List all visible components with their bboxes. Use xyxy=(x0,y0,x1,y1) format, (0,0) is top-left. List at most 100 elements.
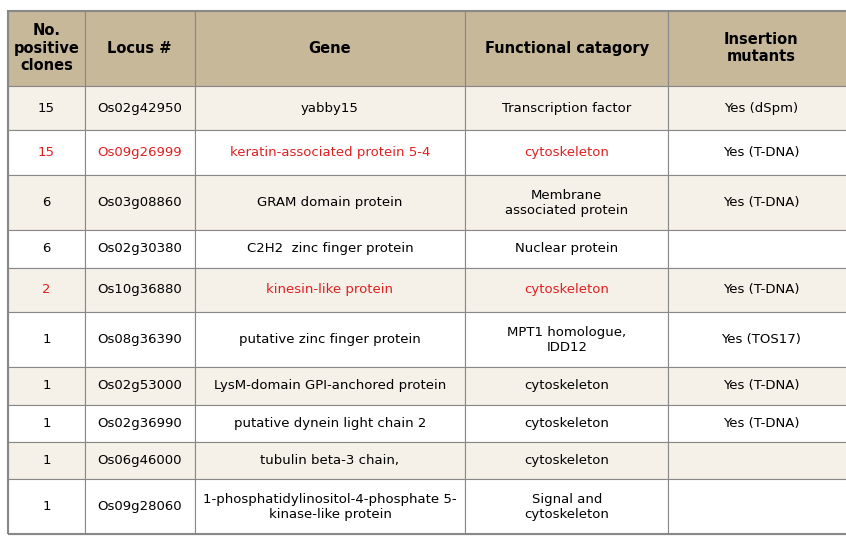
FancyBboxPatch shape xyxy=(195,268,465,312)
FancyBboxPatch shape xyxy=(8,175,85,230)
Text: 2: 2 xyxy=(42,283,51,296)
Text: Os02g36990: Os02g36990 xyxy=(97,417,182,429)
Text: MPT1 homologue,
IDD12: MPT1 homologue, IDD12 xyxy=(508,326,626,354)
FancyBboxPatch shape xyxy=(8,404,85,442)
FancyBboxPatch shape xyxy=(195,86,465,130)
Text: Os02g30380: Os02g30380 xyxy=(97,243,182,255)
Text: Insertion
mutants: Insertion mutants xyxy=(724,32,799,64)
FancyBboxPatch shape xyxy=(8,312,85,367)
Text: No.
positive
clones: No. positive clones xyxy=(14,23,80,73)
FancyBboxPatch shape xyxy=(85,230,195,268)
FancyBboxPatch shape xyxy=(465,175,668,230)
FancyBboxPatch shape xyxy=(195,11,465,86)
Text: cytoskeleton: cytoskeleton xyxy=(525,417,609,429)
FancyBboxPatch shape xyxy=(465,367,668,404)
FancyBboxPatch shape xyxy=(8,130,85,175)
FancyBboxPatch shape xyxy=(668,367,846,404)
FancyBboxPatch shape xyxy=(668,404,846,442)
Text: 1: 1 xyxy=(42,379,51,392)
Text: 1: 1 xyxy=(42,500,51,513)
Text: Os10g36880: Os10g36880 xyxy=(97,283,182,296)
Text: 15: 15 xyxy=(38,147,55,159)
FancyBboxPatch shape xyxy=(85,479,195,534)
FancyBboxPatch shape xyxy=(465,268,668,312)
Text: 1: 1 xyxy=(42,454,51,467)
FancyBboxPatch shape xyxy=(8,11,85,86)
Text: Os02g53000: Os02g53000 xyxy=(97,379,182,392)
Text: Yes (T-DNA): Yes (T-DNA) xyxy=(723,417,799,429)
Text: 6: 6 xyxy=(42,243,51,255)
FancyBboxPatch shape xyxy=(465,11,668,86)
Text: GRAM domain protein: GRAM domain protein xyxy=(257,196,403,209)
Text: Os02g42950: Os02g42950 xyxy=(97,101,182,114)
FancyBboxPatch shape xyxy=(465,130,668,175)
Text: cytoskeleton: cytoskeleton xyxy=(525,283,609,296)
Text: Yes (T-DNA): Yes (T-DNA) xyxy=(723,283,799,296)
Text: 6: 6 xyxy=(42,196,51,209)
Text: 1: 1 xyxy=(42,334,51,346)
FancyBboxPatch shape xyxy=(8,442,85,479)
Text: Yes (TOS17): Yes (TOS17) xyxy=(722,334,801,346)
FancyBboxPatch shape xyxy=(195,230,465,268)
FancyBboxPatch shape xyxy=(668,268,846,312)
Text: kinesin-like protein: kinesin-like protein xyxy=(266,283,393,296)
FancyBboxPatch shape xyxy=(668,130,846,175)
FancyBboxPatch shape xyxy=(8,479,85,534)
FancyBboxPatch shape xyxy=(668,442,846,479)
FancyBboxPatch shape xyxy=(8,86,85,130)
FancyBboxPatch shape xyxy=(465,312,668,367)
Text: 1-phosphatidylinositol-4-phosphate 5-
kinase-like protein: 1-phosphatidylinositol-4-phosphate 5- ki… xyxy=(203,493,457,520)
FancyBboxPatch shape xyxy=(85,130,195,175)
FancyBboxPatch shape xyxy=(85,86,195,130)
FancyBboxPatch shape xyxy=(195,442,465,479)
Text: cytoskeleton: cytoskeleton xyxy=(525,147,609,159)
Text: tubulin beta-3 chain,: tubulin beta-3 chain, xyxy=(261,454,399,467)
FancyBboxPatch shape xyxy=(668,175,846,230)
FancyBboxPatch shape xyxy=(465,230,668,268)
FancyBboxPatch shape xyxy=(8,268,85,312)
FancyBboxPatch shape xyxy=(668,479,846,534)
FancyBboxPatch shape xyxy=(85,367,195,404)
FancyBboxPatch shape xyxy=(195,404,465,442)
Text: Yes (T-DNA): Yes (T-DNA) xyxy=(723,196,799,209)
FancyBboxPatch shape xyxy=(668,312,846,367)
Text: Os03g08860: Os03g08860 xyxy=(97,196,182,209)
FancyBboxPatch shape xyxy=(195,175,465,230)
FancyBboxPatch shape xyxy=(195,367,465,404)
Text: Transcription factor: Transcription factor xyxy=(503,101,631,114)
Text: Locus #: Locus # xyxy=(107,41,172,56)
FancyBboxPatch shape xyxy=(85,268,195,312)
Text: Membrane
associated protein: Membrane associated protein xyxy=(505,189,629,217)
FancyBboxPatch shape xyxy=(465,479,668,534)
Text: 15: 15 xyxy=(38,101,55,114)
FancyBboxPatch shape xyxy=(85,442,195,479)
Text: Functional catagory: Functional catagory xyxy=(485,41,649,56)
Text: C2H2  zinc finger protein: C2H2 zinc finger protein xyxy=(247,243,413,255)
Text: Yes (T-DNA): Yes (T-DNA) xyxy=(723,379,799,392)
Text: Os08g36390: Os08g36390 xyxy=(97,334,182,346)
Text: Os06g46000: Os06g46000 xyxy=(97,454,182,467)
FancyBboxPatch shape xyxy=(85,404,195,442)
Text: cytoskeleton: cytoskeleton xyxy=(525,379,609,392)
Text: yabby15: yabby15 xyxy=(301,101,359,114)
Text: putative zinc finger protein: putative zinc finger protein xyxy=(239,334,420,346)
FancyBboxPatch shape xyxy=(85,312,195,367)
FancyBboxPatch shape xyxy=(465,86,668,130)
FancyBboxPatch shape xyxy=(195,312,465,367)
Text: putative dynein light chain 2: putative dynein light chain 2 xyxy=(233,417,426,429)
Text: 1: 1 xyxy=(42,417,51,429)
Text: LysM-domain GPI-anchored protein: LysM-domain GPI-anchored protein xyxy=(214,379,446,392)
FancyBboxPatch shape xyxy=(195,130,465,175)
FancyBboxPatch shape xyxy=(668,86,846,130)
Text: cytoskeleton: cytoskeleton xyxy=(525,454,609,467)
Text: Os09g28060: Os09g28060 xyxy=(97,500,182,513)
FancyBboxPatch shape xyxy=(8,230,85,268)
Text: keratin-associated protein 5-4: keratin-associated protein 5-4 xyxy=(230,147,430,159)
Text: Yes (dSpm): Yes (dSpm) xyxy=(724,101,799,114)
FancyBboxPatch shape xyxy=(85,175,195,230)
Text: Gene: Gene xyxy=(309,41,351,56)
Text: Nuclear protein: Nuclear protein xyxy=(515,243,618,255)
FancyBboxPatch shape xyxy=(195,479,465,534)
Text: Yes (T-DNA): Yes (T-DNA) xyxy=(723,147,799,159)
FancyBboxPatch shape xyxy=(668,230,846,268)
